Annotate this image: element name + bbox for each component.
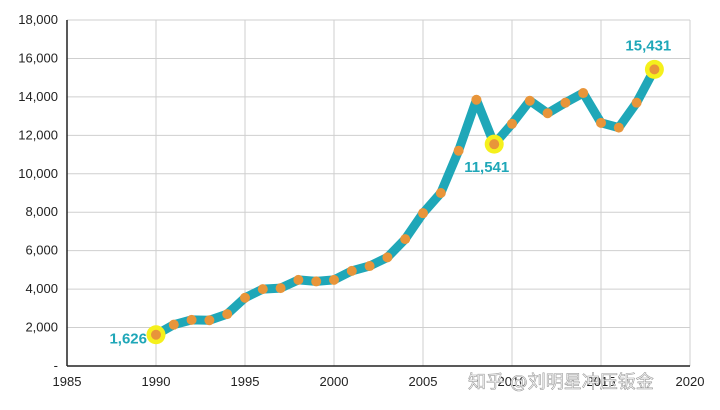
data-point xyxy=(613,122,624,133)
data-point xyxy=(329,274,339,285)
x-tick-label: 1985 xyxy=(53,374,82,389)
data-point xyxy=(257,284,268,295)
data-label: 1,626 xyxy=(109,331,147,348)
grid xyxy=(67,19,691,366)
data-point xyxy=(418,208,428,219)
data-point xyxy=(578,88,589,99)
x-tick-label: 2005 xyxy=(409,374,438,389)
annotations: 1,626 11,541 15,431 xyxy=(109,37,671,347)
data-point xyxy=(275,283,286,294)
data-point xyxy=(204,315,215,326)
data-point xyxy=(542,108,553,119)
y-tick-label: 4,000 xyxy=(25,281,58,296)
data-point xyxy=(453,145,464,156)
data-point xyxy=(631,97,642,108)
data-point xyxy=(524,95,535,106)
data-point xyxy=(186,314,197,325)
watermark-text: 知乎 @刘明星冲压钣金 xyxy=(468,372,654,393)
tick-labels: - 2,000 4,000 6,000 8,000 10,000 12,000 14,000 1… xyxy=(18,12,704,389)
data-point xyxy=(240,292,250,303)
data-label: 11,541 xyxy=(464,159,509,176)
x-tick-label: 1990 xyxy=(142,374,171,389)
y-tick-label: 10,000 xyxy=(18,166,58,181)
y-tick-label: 16,000 xyxy=(18,50,58,65)
series-line xyxy=(151,64,659,340)
series-line-path xyxy=(151,64,659,340)
y-tick-label: - xyxy=(54,358,58,373)
data-label: 15,431 xyxy=(625,37,671,54)
data-points xyxy=(146,59,664,345)
x-tick-label: 2000 xyxy=(320,374,349,389)
x-tick-label: 2010 xyxy=(498,374,527,389)
y-tick-label: 18,000 xyxy=(18,12,58,27)
data-point xyxy=(151,329,161,340)
y-tick-label: 8,000 xyxy=(25,204,58,219)
data-point xyxy=(168,319,179,330)
data-point xyxy=(382,252,393,263)
data-point xyxy=(435,188,446,198)
axes xyxy=(66,20,690,367)
y-tick-label: 2,000 xyxy=(25,320,58,335)
data-point xyxy=(596,117,606,128)
data-point xyxy=(489,139,500,150)
y-tick-label: 6,000 xyxy=(25,243,58,258)
data-point xyxy=(507,118,517,129)
data-point xyxy=(222,309,233,320)
x-tick-label: 2015 xyxy=(587,374,616,389)
y-tick-label: 14,000 xyxy=(18,89,58,104)
data-point xyxy=(364,261,375,272)
data-point xyxy=(400,234,411,245)
data-point xyxy=(311,276,322,287)
x-tick-label: 1995 xyxy=(231,374,260,389)
x-tick-label: 2020 xyxy=(676,374,705,389)
y-tick-label: 12,000 xyxy=(18,127,58,142)
data-point xyxy=(649,64,660,75)
data-point xyxy=(293,274,304,285)
data-point xyxy=(471,94,482,105)
data-point xyxy=(346,265,357,276)
data-point xyxy=(560,97,571,108)
